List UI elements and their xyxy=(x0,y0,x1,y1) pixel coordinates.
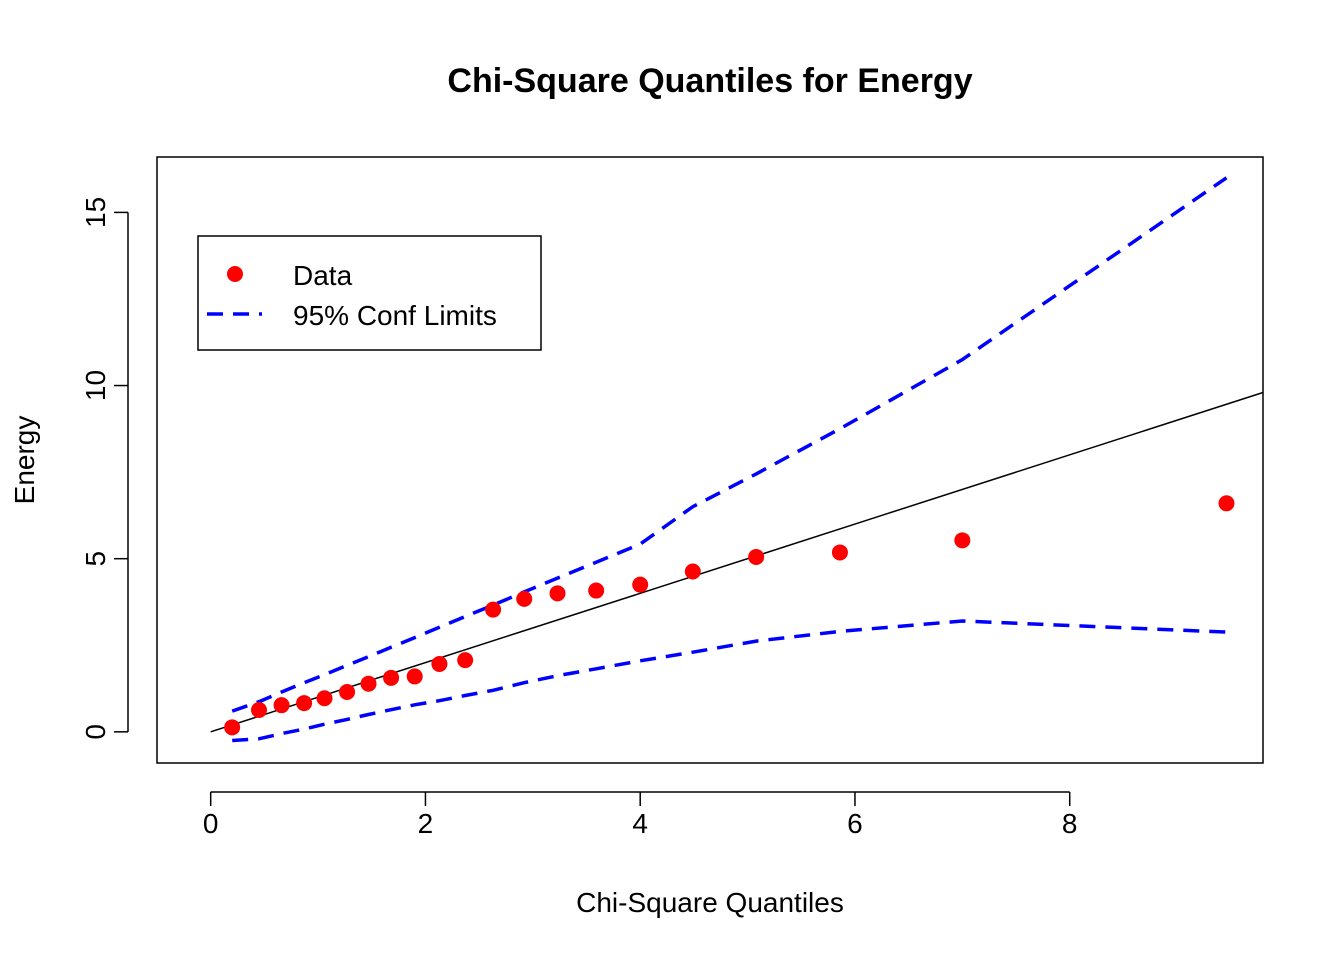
y-axis-label: Energy xyxy=(9,416,40,505)
data-point xyxy=(457,652,474,669)
y-tick-label: 15 xyxy=(80,197,111,228)
data-point xyxy=(1218,495,1235,512)
data-point xyxy=(684,563,701,580)
data-point xyxy=(406,668,423,685)
upper-conf-limit-line xyxy=(231,176,1228,713)
y-tick-label: 5 xyxy=(80,551,111,567)
data-point xyxy=(360,675,377,692)
legend-point-marker xyxy=(227,266,243,282)
data-point xyxy=(831,544,848,561)
data-point xyxy=(339,684,356,701)
y-tick-label: 10 xyxy=(80,370,111,401)
data-point xyxy=(549,585,566,602)
legend: Data 95% Conf Limits xyxy=(197,235,542,351)
data-point xyxy=(273,697,290,714)
data-point xyxy=(224,719,241,736)
chart-title: Chi-Square Quantiles for Energy xyxy=(447,62,972,100)
data-point xyxy=(296,695,313,712)
x-axis-label: Chi-Square Quantiles xyxy=(576,887,844,918)
data-point xyxy=(251,702,268,719)
y-tick-label: 0 xyxy=(80,724,111,740)
lower-conf-limit-line xyxy=(232,619,1227,743)
plot-frame xyxy=(156,156,1264,764)
data-point xyxy=(954,532,971,549)
x-tick-label: 8 xyxy=(1062,808,1078,839)
data-point xyxy=(485,601,502,618)
data-point xyxy=(431,655,448,672)
legend-box xyxy=(197,235,542,351)
data-point xyxy=(588,582,605,599)
x-tick-label: 2 xyxy=(418,808,434,839)
data-point xyxy=(316,690,333,707)
x-tick-label: 0 xyxy=(203,808,219,839)
x-tick-label: 4 xyxy=(632,808,648,839)
data-point xyxy=(516,590,533,607)
legend-label-conf-limits: 95% Conf Limits xyxy=(293,300,497,331)
data-point xyxy=(748,548,765,565)
x-tick-label: 6 xyxy=(847,808,863,839)
data-point xyxy=(632,576,649,593)
data-point xyxy=(383,669,400,686)
plot-area: 0 2 4 6 8 0 5 10 15 xyxy=(80,156,1264,839)
legend-label-data: Data xyxy=(293,260,353,291)
